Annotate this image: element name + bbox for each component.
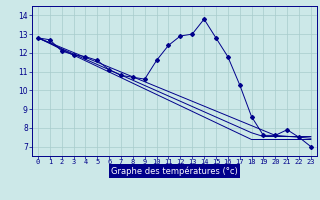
X-axis label: Graphe des températures (°c): Graphe des températures (°c) <box>111 166 238 176</box>
